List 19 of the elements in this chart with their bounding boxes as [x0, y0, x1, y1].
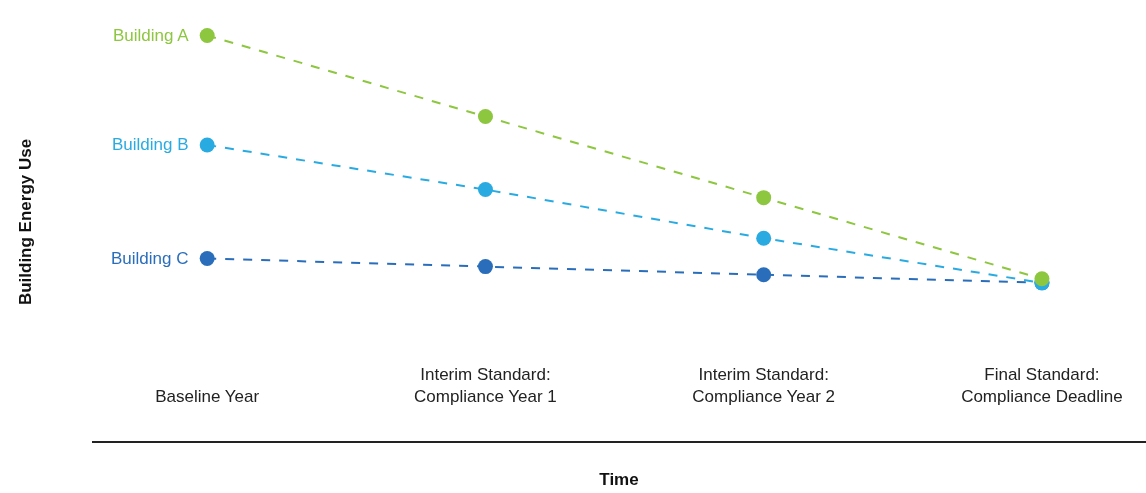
point: [477, 259, 493, 275]
series-label: Building C: [111, 249, 189, 268]
series-label: Building A: [113, 26, 190, 45]
point: [477, 109, 493, 125]
point: [199, 27, 215, 43]
point: [477, 182, 493, 198]
point: [756, 230, 772, 246]
point: [199, 137, 215, 153]
x-axis-title: Time: [599, 469, 639, 489]
point: [199, 251, 215, 266]
x-tick-label: Interim Standard: Compliance Year 1: [414, 364, 557, 406]
x-tick-label: Interim Standard: Compliance Year 2: [692, 364, 836, 406]
point: [756, 190, 772, 206]
point: [756, 267, 772, 283]
x-tick-label: Final Standard: Compliance Deadline: [961, 364, 1123, 406]
x-tick-label: Baseline Year: [155, 387, 260, 406]
y-axis-title: Building Energy Use: [15, 138, 35, 306]
point: [1034, 271, 1050, 287]
series-label: Building B: [112, 135, 189, 154]
